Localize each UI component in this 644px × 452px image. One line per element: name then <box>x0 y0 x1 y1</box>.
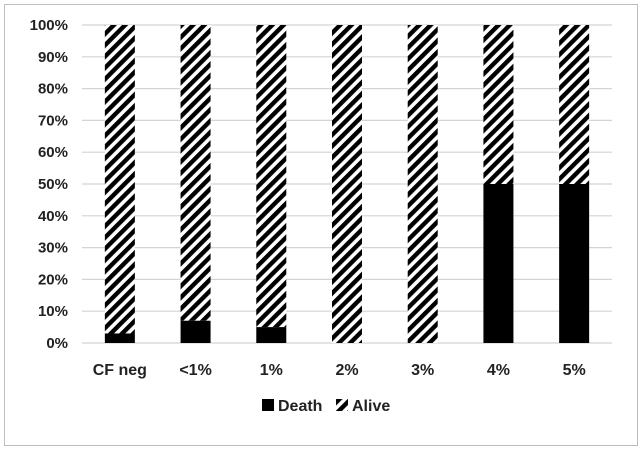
bar-alive <box>559 25 590 184</box>
bar-death <box>483 184 514 343</box>
bar-alive <box>407 25 438 343</box>
y-tick-label: 0% <box>46 335 68 352</box>
bar-alive <box>180 25 211 321</box>
bar-alive <box>256 25 287 328</box>
bar-alive <box>104 25 135 334</box>
x-category-label: CF neg <box>93 362 147 379</box>
legend: Death Alive <box>262 398 390 415</box>
y-tick-label: 70% <box>38 112 68 129</box>
y-tick-label: 60% <box>38 144 68 161</box>
x-axis-categories: CF neg <1% 1% 2% 3% 4% 5% <box>93 362 586 379</box>
y-tick-label: 50% <box>38 176 68 193</box>
bar-death <box>104 333 135 343</box>
y-tick-label: 80% <box>38 81 68 98</box>
y-tick-label: 100% <box>30 17 68 34</box>
x-category-label: 2% <box>335 362 358 379</box>
legend-label-death: Death <box>278 398 322 415</box>
x-category-label: 1% <box>260 362 283 379</box>
y-tick-label: 90% <box>38 49 68 66</box>
bar-alive <box>483 25 514 184</box>
bar-alive <box>332 25 362 343</box>
bar-death <box>256 327 287 343</box>
bar-death <box>559 184 590 343</box>
legend-swatch-death <box>262 399 274 411</box>
bar-death <box>180 320 211 343</box>
y-tick-label: 40% <box>38 208 68 225</box>
x-category-label: 4% <box>487 362 510 379</box>
x-category-label: 5% <box>563 362 586 379</box>
y-tick-label: 10% <box>38 303 68 320</box>
y-tick-label: 30% <box>38 240 68 257</box>
bars <box>104 25 590 343</box>
x-category-label: 3% <box>411 362 434 379</box>
legend-swatch-alive <box>336 399 348 411</box>
y-axis-ticks: 0% 10% 20% 30% 40% 50% 60% 70% 80% 90% 100% <box>30 17 68 352</box>
y-tick-label: 20% <box>38 271 68 288</box>
x-category-label: <1% <box>179 362 211 379</box>
legend-label-alive: Alive <box>352 398 390 415</box>
